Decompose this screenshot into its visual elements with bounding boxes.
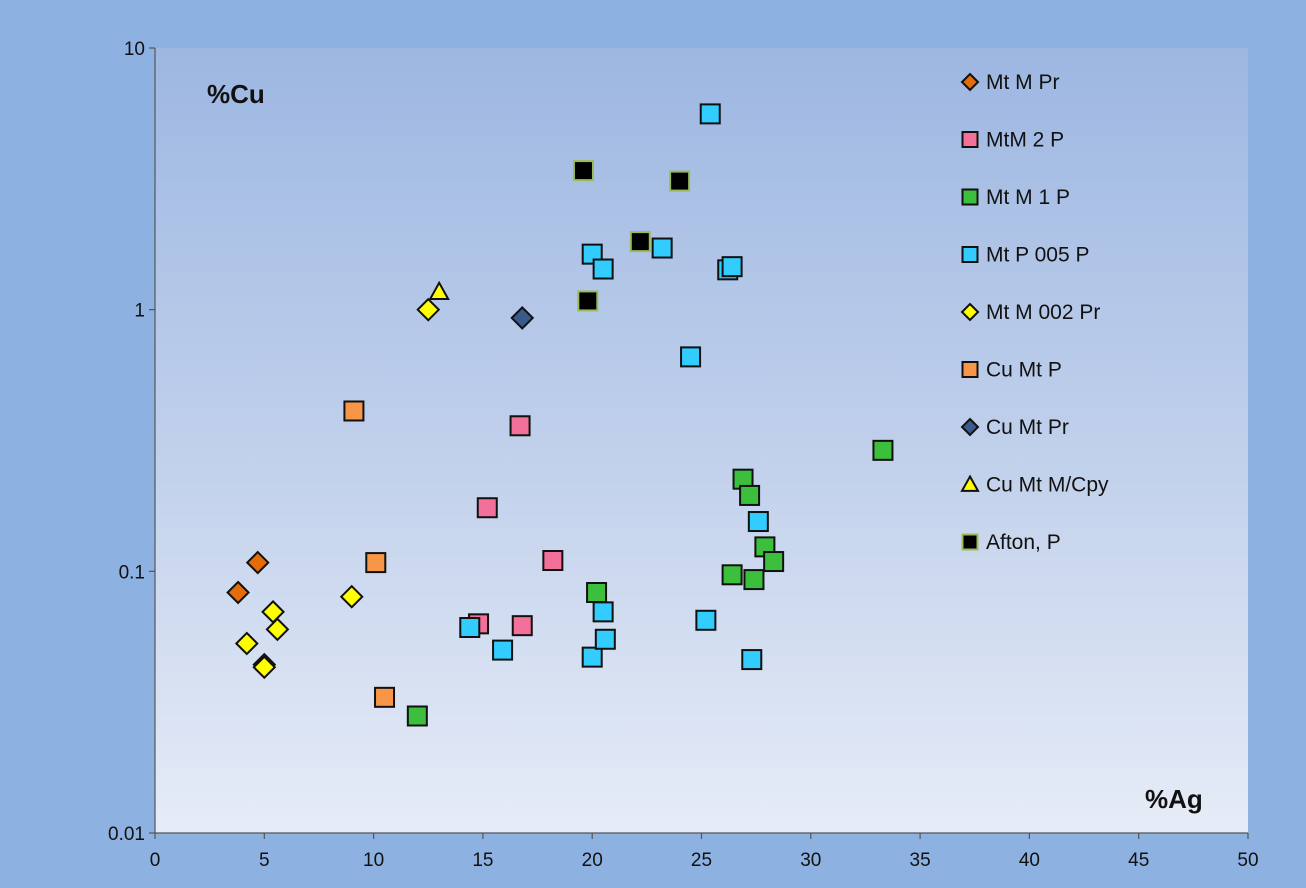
legend-label: Cu Mt M/Cpy — [986, 474, 1109, 497]
legend-marker — [960, 474, 980, 492]
y-tick-label: 10 — [124, 39, 145, 60]
data-point — [695, 609, 717, 631]
y-tick-label: 0.1 — [119, 562, 145, 583]
x-tick-label: 40 — [1019, 850, 1040, 871]
legend-marker — [961, 246, 979, 263]
data-point — [226, 580, 250, 605]
data-point — [741, 649, 763, 671]
x-tick-label: 30 — [800, 850, 821, 871]
data-point — [763, 551, 785, 573]
legend-label: Cu Mt Pr — [986, 416, 1069, 439]
legend-label: Mt M 1 P — [986, 186, 1070, 209]
data-point — [669, 170, 691, 192]
x-tick-label: 25 — [691, 850, 712, 871]
legend-marker — [961, 533, 979, 551]
y-axis-title: %Cu — [207, 79, 265, 109]
data-point — [594, 628, 616, 650]
series-cu-mt-m-cpy — [428, 280, 450, 301]
data-point — [343, 400, 365, 422]
data-point — [699, 103, 721, 125]
legend-marker — [961, 361, 979, 378]
axes: 0 5 10 15 20 25 30 35 40 45 50 0.01 0.1 1 10 — [108, 39, 1259, 871]
legend-label: Mt P 005 P — [986, 244, 1090, 267]
data-point — [743, 569, 765, 591]
data-point — [572, 160, 594, 182]
data-point — [406, 705, 428, 727]
series-mt-m-1-p — [406, 439, 894, 727]
data-point — [416, 297, 441, 322]
data-point — [721, 564, 743, 586]
data-point — [252, 655, 277, 680]
series-cu-mt-p — [343, 400, 396, 708]
data-points — [226, 103, 894, 727]
data-point — [586, 582, 608, 604]
x-tick-label: 45 — [1128, 850, 1149, 871]
data-point — [492, 639, 514, 661]
x-tick-label: 10 — [363, 850, 384, 871]
legend-label: Mt M Pr — [986, 71, 1060, 94]
legend-marker — [960, 417, 980, 437]
x-tick-label: 0 — [150, 850, 161, 871]
data-point — [577, 290, 599, 312]
data-point — [739, 484, 761, 506]
legend-marker — [960, 72, 980, 92]
data-point — [374, 686, 396, 708]
data-point — [510, 305, 535, 330]
data-point — [509, 415, 531, 437]
data-point — [511, 615, 533, 637]
data-point — [459, 617, 481, 639]
data-point — [721, 256, 743, 278]
legend: Mt M Pr MtM 2 P Mt M 1 P Mt P 005 P Mt M 002… — [960, 71, 1109, 554]
data-point — [339, 584, 364, 609]
legend-label: Afton, P — [986, 531, 1061, 554]
legend-marker — [960, 302, 980, 322]
legend-marker — [961, 131, 979, 148]
x-tick-label: 20 — [582, 850, 603, 871]
data-point — [592, 258, 614, 280]
data-point — [245, 550, 270, 575]
legend-label: MtM 2 P — [986, 129, 1064, 152]
legend-label: Mt M 002 Pr — [986, 301, 1100, 324]
series-cu-mt-pr — [510, 305, 535, 330]
data-point — [872, 439, 894, 461]
x-tick-label: 35 — [910, 850, 931, 871]
data-point — [629, 231, 651, 253]
x-tick-label: 5 — [259, 850, 270, 871]
y-tick-label: 0.01 — [108, 824, 145, 845]
data-point — [542, 550, 564, 572]
plot-area — [155, 48, 1248, 833]
data-point — [428, 280, 450, 301]
data-point — [234, 631, 259, 656]
data-point — [747, 511, 769, 533]
data-point — [651, 237, 673, 259]
data-point — [365, 552, 387, 574]
x-tick-label: 50 — [1237, 850, 1258, 871]
legend-label: Cu Mt P — [986, 359, 1062, 382]
series-mt-m-002-pr — [234, 297, 441, 680]
series-afton-p — [572, 160, 691, 312]
data-point — [476, 497, 498, 519]
data-point — [581, 646, 603, 668]
y-tick-label: 1 — [134, 301, 145, 322]
legend-marker — [961, 188, 979, 206]
x-axis-title: %Ag — [1145, 784, 1203, 814]
series-mt-p-005-p — [459, 103, 769, 671]
x-tick-label: 15 — [472, 850, 493, 871]
data-point — [680, 346, 702, 368]
data-point — [265, 617, 290, 642]
data-point — [592, 601, 614, 623]
